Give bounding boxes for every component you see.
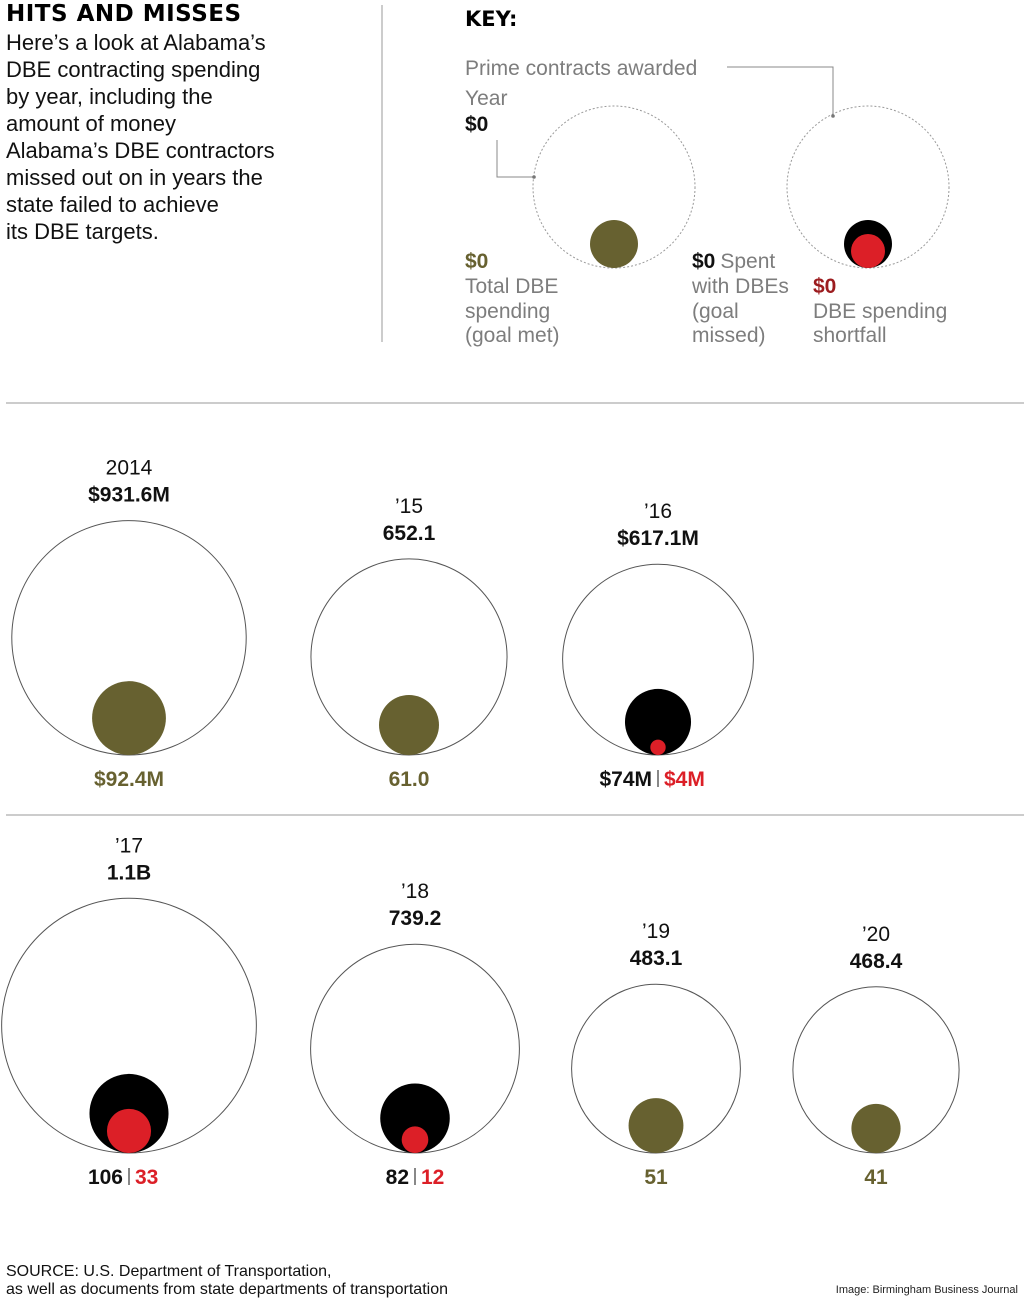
dbe-spending-circle [92,681,166,755]
dbe-value-label: 61.0 [389,768,430,791]
description-line: Here’s a look at Alabama’s [6,30,266,55]
year-label: 2014 [106,457,153,480]
key-dbe-circle-met [590,220,638,268]
dbe-value-label: 51 [644,1166,668,1189]
year-label: ’18 [401,880,429,903]
dbe-spent-circle [624,688,692,755]
dbe-value-label: 106 [88,1166,123,1189]
key-year-leader [496,140,534,178]
shortfall-circle [401,1126,429,1153]
prime-contracts-circle [571,983,741,1154]
key-prime-circle-met [532,105,696,269]
key-missed-first-line: $0 Spent [692,250,775,273]
key-shortfall-circle [851,234,885,268]
key-met-value: $0 [465,250,488,273]
source-line: SOURCE: U.S. Department of Transportatio… [6,1263,331,1280]
year-label: ’19 [642,920,670,943]
shortfall-value-label: 33 [135,1166,158,1189]
key-prime-label: Prime contracts awarded [465,57,697,80]
dbe-value-label: 82 [386,1166,409,1189]
shortfall-value-label: $4M [664,768,705,791]
year-label: ’17 [115,834,143,857]
prime-contracts-circle [792,986,960,1154]
description-line: state failed to achieve [6,192,219,217]
year-group: ’20 468.4 41 [792,923,960,1189]
key-title: KEY: [465,7,517,31]
year-label: ’16 [644,500,672,523]
dbe-value-label: $74M [599,768,652,791]
description-line: missed out on in years the [6,165,263,190]
year-group: 2014 $931.6M $92.4M [11,457,247,791]
shortfall-circle [650,739,666,755]
description-line: DBE contracting spending [6,57,260,82]
year-label: ’20 [862,923,890,946]
dbe-value-label: 41 [864,1166,888,1189]
year-group: ’17 1.1B 106 33 [1,834,257,1189]
key-missed-line: missed) [692,324,766,347]
year-group: ’18 739.2 82 12 [310,880,520,1189]
key-leader-dot [532,175,536,179]
key-met-line: Total DBE [465,275,558,298]
shortfall-circle [106,1108,152,1154]
prime-value-label: $931.6M [88,484,170,507]
year-group: ’19 483.1 51 [571,920,741,1189]
key-year-label: Year [465,87,507,110]
dbe-value-label: $92.4M [94,768,164,791]
key-met-line: (goal met) [465,324,560,347]
key-prime-leader [727,66,834,116]
prime-contracts-circle [11,520,247,756]
dbe-spent-circle [380,1083,450,1153]
description-line: Alabama’s DBE contractors [6,138,275,163]
description: Here’s a look at Alabama’s DBE contracti… [6,30,275,244]
year-label: ’15 [395,495,423,518]
chart-title: HITS AND MISSES [6,1,242,27]
key-missed-value: $0 [692,250,715,273]
key-missed-line: with DBEs [691,275,789,298]
prime-value-label: 468.4 [850,950,903,973]
dbe-spending-circle [851,1103,901,1153]
shortfall-value-label: 12 [421,1166,444,1189]
key-missed-line: (goal [692,300,739,323]
dbe-spending-circle [379,695,439,756]
dbe-spending-circle [628,1098,684,1153]
bubble-chart: 2014 $931.6M $92.4M ’15 652.1 61.0 ’16 $617.1M $… [1,457,960,1189]
key-shortfall-line: DBE spending [813,300,947,323]
description-line: amount of money [6,111,176,136]
prime-value-label: 652.1 [383,522,436,545]
source-line: as well as documents from state departme… [6,1281,448,1298]
key-met-line: spending [465,300,550,323]
key-prime-circle-missed [786,105,950,269]
prime-value-label: 1.1B [107,861,151,884]
prime-value-label: $617.1M [617,527,699,550]
year-group: ’15 652.1 61.0 [310,495,508,791]
key-shortfall-line: shortfall [813,324,887,347]
description-line: its DBE targets. [6,219,159,244]
key-leader-dot [831,114,835,118]
key-shortfall-value: $0 [813,275,836,298]
key-year-value: $0 [465,113,488,136]
prime-value-label: 483.1 [630,947,683,970]
prime-value-label: 739.2 [389,907,442,930]
year-group: ’16 $617.1M $74M $4M [562,500,754,791]
description-line: by year, including the [6,84,213,109]
image-credit: Image: Birmingham Business Journal [836,1284,1018,1296]
key-missed-first: Spent [720,250,775,273]
key: KEY: Prime contracts awarded Year $0 $0 … [465,7,950,347]
